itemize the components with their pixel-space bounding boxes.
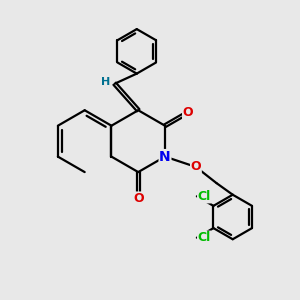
Text: O: O bbox=[190, 160, 201, 173]
Text: Cl: Cl bbox=[198, 231, 211, 244]
Text: H: H bbox=[101, 77, 110, 87]
Text: N: N bbox=[159, 150, 171, 164]
Text: O: O bbox=[183, 106, 193, 119]
Text: Cl: Cl bbox=[198, 190, 211, 203]
Text: O: O bbox=[133, 192, 143, 205]
